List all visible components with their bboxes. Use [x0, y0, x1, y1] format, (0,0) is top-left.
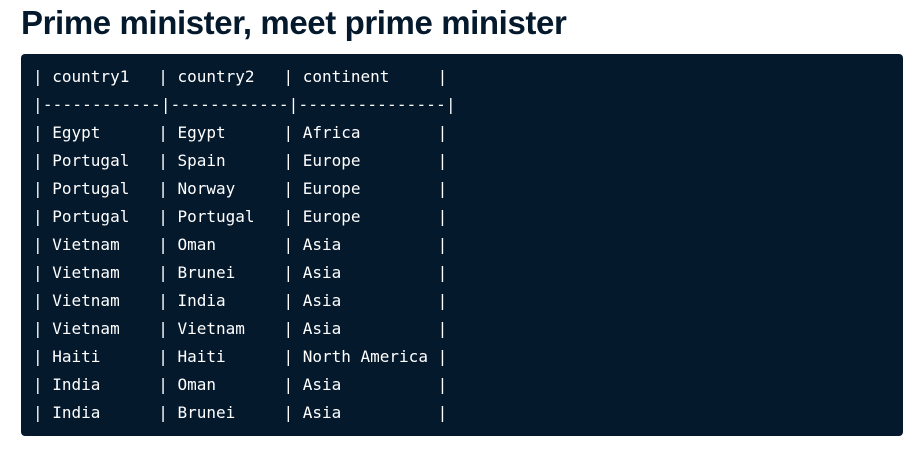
- table-header-row: | country1 | country2 | continent |: [33, 67, 448, 86]
- table-row: | Portugal | Portugal | Europe |: [33, 207, 448, 226]
- table-row: | India | Oman | Asia |: [33, 375, 448, 394]
- table-row: | Haiti | Haiti | North America |: [33, 347, 448, 366]
- table-row: | Portugal | Norway | Europe |: [33, 179, 448, 198]
- table-row: | Vietnam | India | Asia |: [33, 291, 448, 310]
- table-row: | India | Brunei | Asia |: [33, 403, 448, 422]
- table-row: | Vietnam | Oman | Asia |: [33, 235, 448, 254]
- table-row: | Portugal | Spain | Europe |: [33, 151, 448, 170]
- page-title: Prime minister, meet prime minister: [21, 4, 567, 41]
- table-row: | Vietnam | Vietnam | Asia |: [33, 319, 448, 338]
- table-separator-row: |------------|------------|-------------…: [33, 95, 456, 114]
- code-output: | country1 | country2 | continent | |----…: [33, 63, 456, 427]
- table-row: | Vietnam | Brunei | Asia |: [33, 263, 448, 282]
- code-output-block: | country1 | country2 | continent | |----…: [21, 54, 903, 436]
- table-row: | Egypt | Egypt | Africa |: [33, 123, 448, 142]
